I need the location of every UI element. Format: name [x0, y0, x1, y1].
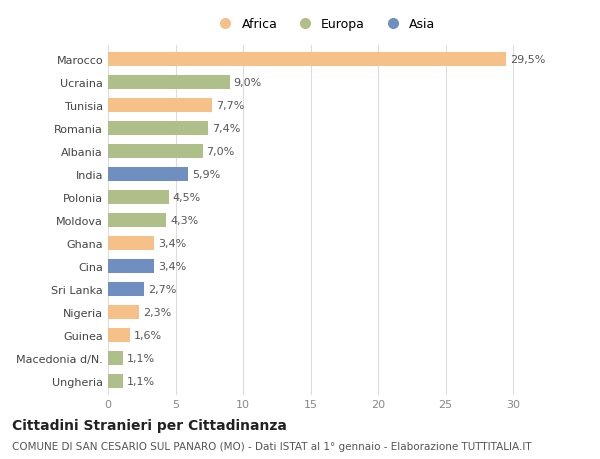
Text: 2,3%: 2,3% — [143, 307, 172, 317]
Text: 4,5%: 4,5% — [173, 192, 201, 202]
Text: 1,1%: 1,1% — [127, 353, 155, 363]
Text: 7,0%: 7,0% — [206, 146, 235, 157]
Text: 2,7%: 2,7% — [149, 284, 177, 294]
Bar — [108, 374, 123, 388]
Text: 7,7%: 7,7% — [216, 101, 244, 111]
Bar — [108, 99, 212, 112]
Bar — [108, 213, 166, 227]
Bar — [108, 351, 123, 365]
Text: 3,4%: 3,4% — [158, 261, 186, 271]
Bar — [108, 282, 145, 297]
Text: 9,0%: 9,0% — [233, 78, 262, 88]
Bar — [108, 190, 169, 205]
Text: 7,4%: 7,4% — [212, 123, 241, 134]
Text: 1,6%: 1,6% — [134, 330, 162, 340]
Legend: Africa, Europa, Asia: Africa, Europa, Asia — [208, 13, 440, 36]
Text: 29,5%: 29,5% — [510, 55, 545, 65]
Bar — [108, 168, 188, 181]
Text: 4,3%: 4,3% — [170, 215, 199, 225]
Bar — [108, 75, 229, 90]
Text: 3,4%: 3,4% — [158, 238, 186, 248]
Bar — [108, 328, 130, 342]
Bar — [108, 259, 154, 273]
Bar — [108, 144, 203, 159]
Bar — [108, 236, 154, 251]
Bar — [108, 52, 506, 67]
Bar — [108, 305, 139, 319]
Text: 1,1%: 1,1% — [127, 376, 155, 386]
Text: Cittadini Stranieri per Cittadinanza: Cittadini Stranieri per Cittadinanza — [12, 418, 287, 431]
Text: 5,9%: 5,9% — [192, 169, 220, 179]
Text: COMUNE DI SAN CESARIO SUL PANARO (MO) - Dati ISTAT al 1° gennaio - Elaborazione : COMUNE DI SAN CESARIO SUL PANARO (MO) - … — [12, 441, 532, 451]
Bar — [108, 121, 208, 136]
